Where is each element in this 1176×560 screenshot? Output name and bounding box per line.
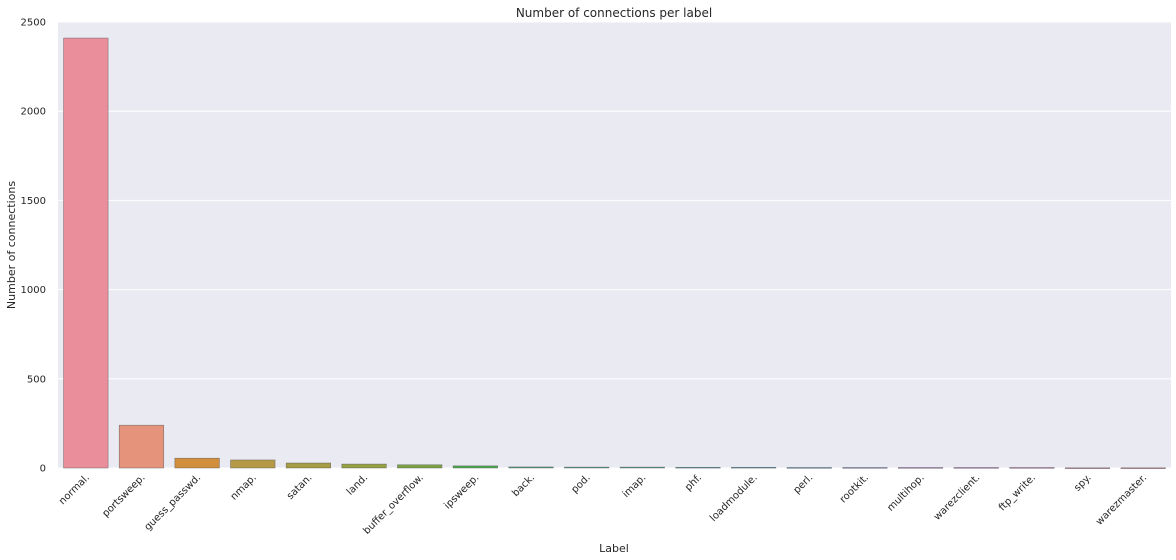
x-tick-label-7: ipsweep. (442, 472, 481, 511)
y-tick-label-2: 1000 (21, 285, 46, 296)
x-tick-label-10: imap. (621, 472, 649, 500)
bar-normal (63, 37, 109, 469)
bar-spy (1064, 467, 1111, 469)
bar-phf (675, 466, 721, 469)
x-tick-label-9: pod. (569, 472, 592, 495)
x-tick-label-11: phf. (683, 472, 704, 493)
y-tick-label-4: 2000 (21, 107, 46, 118)
x-tick-label-19: warezmaster. (1094, 472, 1149, 527)
x-tick-label-6: buffer_overflow. (361, 472, 425, 536)
x-tick-label-13: perl. (792, 472, 816, 496)
bar-loadmodule (731, 466, 777, 469)
x-axis-label: Label (599, 542, 629, 555)
x-tick-label-5: land. (345, 472, 370, 497)
bars (63, 37, 1166, 469)
x-tick-label-3: nmap. (229, 472, 259, 502)
bar-nmap (230, 459, 276, 469)
bar-ftp-write (1009, 467, 1055, 469)
bar-back (508, 466, 554, 469)
bar-imap (619, 466, 665, 469)
bar-land (341, 463, 387, 469)
x-tick-label-1: portsweep. (100, 472, 147, 519)
x-tick-label-12: loadmodule. (708, 472, 760, 524)
x-tick-label-4: satan. (285, 472, 315, 502)
bar-perl (786, 467, 832, 469)
x-tick-label-16: warezclient. (932, 472, 982, 522)
y-tick-label-0: 0 (40, 464, 46, 475)
bar-satan (285, 462, 331, 469)
chart-title: Number of connections per label (516, 6, 712, 20)
y-tick-label-1: 500 (27, 374, 46, 385)
x-tick-label-14: rootkit. (838, 472, 871, 505)
x-tick-label-18: spy. (1072, 472, 1093, 493)
plot-background (58, 22, 1171, 468)
bar-portsweep (118, 424, 165, 469)
bar-ipsweep (452, 465, 498, 469)
y-tick-labels: 0 500 1000 1500 2000 2500 (21, 18, 46, 475)
y-tick-label-5: 2500 (21, 18, 46, 29)
bar-rootkit (842, 467, 888, 469)
bar-warezclient (953, 467, 999, 469)
x-tick-label-8: back. (510, 472, 537, 499)
y-axis-label: Number of connections (5, 181, 18, 309)
y-tick-label-3: 1500 (21, 196, 46, 207)
bar-warezmaster (1120, 467, 1166, 469)
bar-buffer-overflow (397, 464, 443, 469)
x-tick-label-15: multihop. (885, 472, 926, 513)
x-tick-label-0: normal. (57, 472, 92, 507)
bar-guess-passwd (174, 457, 220, 469)
x-tick-labels: normal. portsweep.guess_passwd. nmap. satan… (57, 472, 1149, 536)
bar-pod (564, 466, 610, 469)
x-tick-label-2: guess_passwd. (143, 472, 204, 533)
x-tick-label-17: ftp_write. (997, 472, 1038, 513)
bar-multihop (898, 467, 944, 469)
